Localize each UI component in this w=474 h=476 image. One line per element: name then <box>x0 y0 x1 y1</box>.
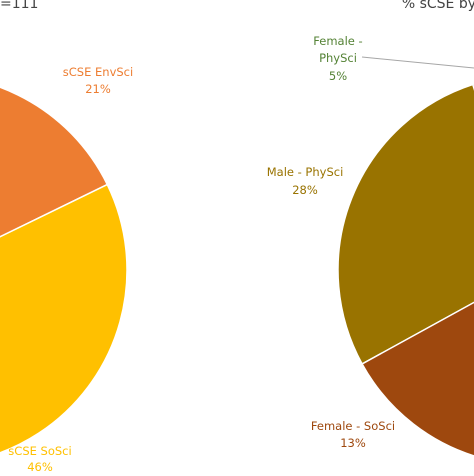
leader-line <box>361 56 474 69</box>
slice-label: sCSE SoSci <box>8 444 72 458</box>
slice-label: Male - PhySci <box>266 165 344 179</box>
slice-label: Female - PhySci <box>313 34 363 65</box>
slice-value-label: 5% <box>328 69 348 83</box>
slice-label: Female - SoSci <box>310 419 396 433</box>
chart-title: % sCSE by <box>401 0 474 12</box>
chart-title: =111 <box>0 0 39 12</box>
slice-value-label: 46% <box>27 460 53 474</box>
pie-slice <box>0 183 128 454</box>
pie-slice <box>0 86 109 238</box>
slice-value-label: 21% <box>85 82 111 96</box>
slice-value-label: 13% <box>340 436 366 450</box>
slice-label: sCSE EnvSci <box>62 65 134 79</box>
slice-value-label: 28% <box>292 183 318 197</box>
pie-slice <box>337 83 474 365</box>
